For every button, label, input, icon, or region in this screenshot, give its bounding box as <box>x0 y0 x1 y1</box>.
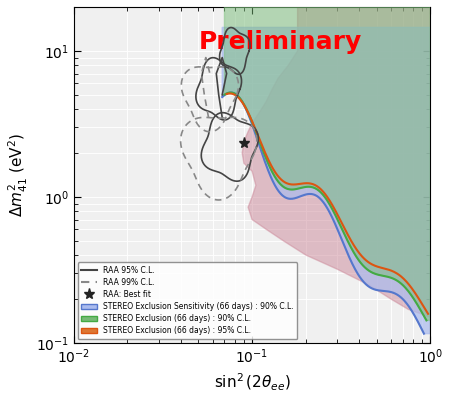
Y-axis label: $\Delta m^2_{41}$ (eV$^2$): $\Delta m^2_{41}$ (eV$^2$) <box>7 133 30 217</box>
Polygon shape <box>242 7 430 317</box>
Legend: RAA 95% C.L., RAA 99% C.L., RAA: Best fit, STEREO Exclusion Sensitivity (66 days: RAA 95% C.L., RAA 99% C.L., RAA: Best fi… <box>77 262 297 339</box>
Polygon shape <box>222 27 430 334</box>
X-axis label: $\sin^2(2\theta_{ee})$: $\sin^2(2\theta_{ee})$ <box>214 372 291 393</box>
Polygon shape <box>225 7 430 320</box>
Text: Preliminary: Preliminary <box>198 30 362 54</box>
